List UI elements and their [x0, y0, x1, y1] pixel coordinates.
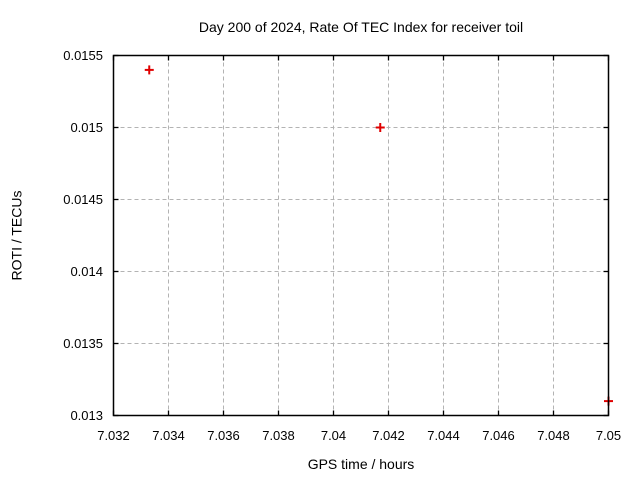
x-tick-label: 7.05	[596, 428, 621, 443]
y-tick-label: 0.015	[70, 120, 103, 135]
x-tick-label: 7.034	[152, 428, 185, 443]
x-axis-label: GPS time / hours	[307, 456, 415, 472]
x-tick-label: 7.044	[427, 428, 460, 443]
x-tick-label: 7.04	[321, 428, 346, 443]
x-tick-label: 7.036	[207, 428, 240, 443]
y-tick-label: 0.014	[70, 264, 103, 279]
y-axis-label: ROTI / TECUs	[8, 190, 25, 281]
x-tick-label: 7.048	[537, 428, 570, 443]
y-tick-label: 0.0155	[63, 48, 103, 63]
x-tick-label: 7.038	[262, 428, 295, 443]
plot-border	[112, 54, 610, 417]
x-tick-label: 7.032	[97, 428, 130, 443]
x-tick-label: 7.046	[482, 428, 515, 443]
chart-title: Day 200 of 2024, Rate Of TEC Index for r…	[198, 19, 524, 35]
y-tick-label: 0.013	[70, 408, 103, 423]
y-tick-label: 0.0135	[63, 336, 103, 351]
y-tick-label: 0.0145	[63, 192, 103, 207]
x-tick-label: 7.042	[372, 428, 405, 443]
